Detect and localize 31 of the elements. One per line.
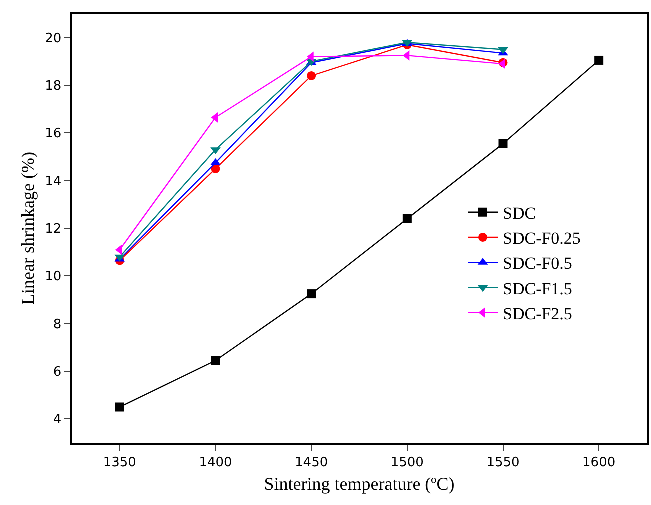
legend-label: SDC [503, 204, 536, 223]
x-tick-label: 1500 [390, 455, 424, 470]
x-tick-label: 1600 [582, 455, 616, 470]
y-tick-label: 16 [45, 126, 62, 142]
point [115, 402, 124, 412]
y-tick-label: 4 [53, 412, 62, 428]
y-tick-label: 6 [53, 365, 62, 380]
y-tick-label: 8 [53, 317, 62, 332]
y-axis-title: Linear shrinkage (%) [18, 152, 38, 305]
point [307, 71, 316, 80]
y-tick-label: 10 [45, 270, 62, 285]
point [594, 56, 604, 65]
point [307, 290, 316, 299]
y-tick-label: 14 [45, 174, 62, 190]
x-tick-label: 1550 [486, 455, 520, 470]
x-tick-label: 1350 [103, 455, 136, 470]
legend-label: SDC-F2.5 [503, 304, 572, 324]
x-tick-label: 1450 [295, 455, 328, 470]
legend-label: SDC-F0.25 [503, 229, 581, 248]
point [210, 158, 221, 166]
x-axis-title: Sintering temperature (ºC) [264, 474, 455, 494]
y-tick-label: 18 [45, 79, 62, 94]
point [402, 50, 410, 61]
x-tick-label: 1400 [199, 455, 232, 470]
legend-label: SDC-F0.5 [503, 254, 572, 274]
point [498, 139, 508, 148]
y-tick-label: 12 [45, 222, 62, 238]
point [211, 356, 220, 366]
point [402, 214, 412, 224]
y-tick-label: 20 [45, 31, 62, 46]
legend-label: SDC-F1.5 [503, 279, 572, 298]
